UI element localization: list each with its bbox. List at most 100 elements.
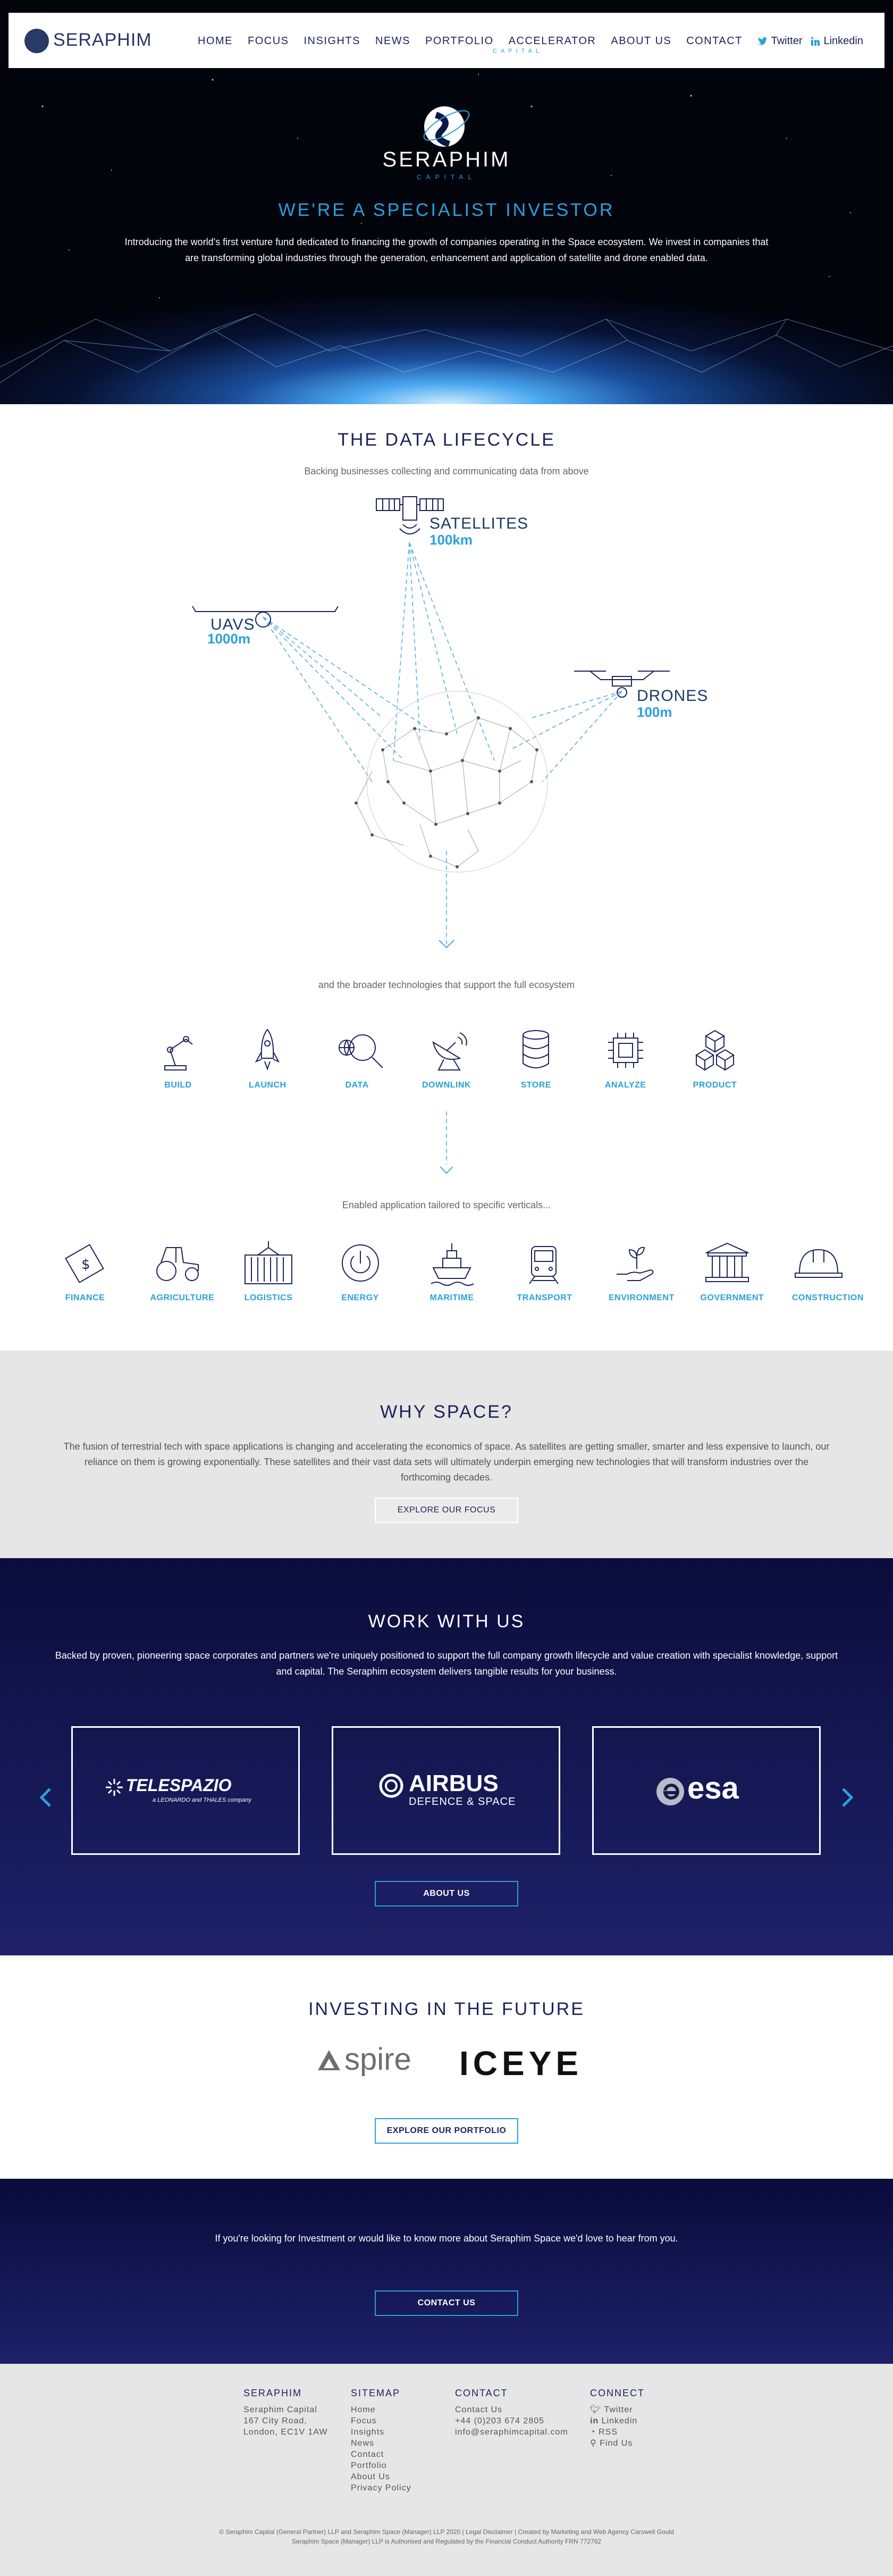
nav-focus[interactable]: FOCUS [248,35,289,47]
footer-address-line: London, EC1V 1AW [243,2428,328,2437]
footer-contact-title: CONTACT [455,2388,508,2398]
header-logo[interactable]: SERAPHIM CAPITAL [24,28,539,54]
vertical-label: MARITIME [429,1293,474,1302]
footer-linkedin-label: Linkedin [601,2416,638,2426]
invest-title: INVESTING IN THE FUTURE [308,1999,585,2019]
uavs-altitude: 1000m [207,631,250,647]
tractor-icon [156,1247,199,1281]
footer-email[interactable]: info@seraphimcapital.com [455,2428,568,2437]
airbus-logo-text: AIRBUS [409,1770,499,1796]
lifecycle-subtitle: Backing businesses collecting and commun… [304,466,589,476]
nav-contact[interactable]: CONTACT [686,35,743,47]
regulation-text: Seraphim Space (Manager) LLP is Authoris… [291,2538,602,2545]
star-network-background [0,74,893,383]
tech-launch: LAUNCH [241,1026,294,1090]
partner-card-esa[interactable]: esa [592,1726,821,1855]
banknote-icon: $ [65,1244,104,1283]
footer-sitemap-column: SITEMAP Home Focus Insights News Contact… [351,2388,411,2494]
footer-contact-us-link[interactable]: Contact Us [455,2405,503,2414]
carousel-next-icon[interactable] [840,1787,856,1808]
vertical-logistics: LOGISTICS [242,1239,295,1303]
site-footer [0,2364,893,2576]
copyright-text: © Seraphim Capital (General Partner) LLP… [219,2528,674,2536]
vertical-label: TRANSPORT [517,1293,572,1302]
tech-build: BUILD [151,1026,205,1090]
hero-brand-name: SERAPHIM [382,148,511,171]
work-with-us-section: WORK WITH US Backed by proven, pioneerin… [0,1558,893,1955]
vertical-label: ENVIRONMENT [609,1293,675,1302]
drones-label: DRONES [637,687,709,705]
footer-link-privacy[interactable]: Privacy Policy [351,2483,411,2493]
vertical-transport: TRANSPORT [517,1239,572,1303]
footer-link-portfolio[interactable]: Portfolio [351,2461,387,2470]
footer-link-contact[interactable]: Contact [351,2450,384,2459]
telespazio-logo-text: TELESPAZIO [126,1776,232,1795]
globe-network-icon [355,691,548,873]
work-text: Backed by proven, pioneering space corpo… [55,1650,838,1677]
partner-card-telespazio[interactable]: TELESPAZIO a LEONARDO and THALES company [71,1726,300,1855]
explore-portfolio-button[interactable]: EXPLORE OUR PORTFOLIO [375,2118,518,2144]
container-icon [245,1241,292,1284]
partner-card-airbus[interactable]: AIRBUS DEFENCE & SPACE [332,1726,560,1855]
tech-label: PRODUCT [693,1081,737,1090]
svg-text:$: $ [81,1257,90,1273]
why-text: The fusion of terrestrial tech with spac… [63,1441,830,1483]
twitter-icon: 🐦︎ [590,2405,604,2414]
robot-arm-icon [164,1036,193,1070]
iceye-logo-text[interactable]: ICEYE [459,2044,583,2082]
vertical-label: LOGISTICS [244,1293,293,1302]
footer-link-home[interactable]: Home [351,2405,376,2414]
hero-title: WE'RE A SPECIALIST INVESTOR [278,200,615,220]
tech-data: DATA [331,1026,384,1090]
nav-news[interactable]: NEWS [375,35,410,47]
footer-link-insights[interactable]: Insights [351,2428,385,2437]
twitter-label: Twitter [771,35,803,47]
magnifier-globe-icon [338,1034,383,1068]
footer-phone[interactable]: +44 (0)203 674 2805 [455,2416,545,2426]
logo-wordmark: SERAPHIM [53,30,152,50]
esa-emblem-icon [656,1778,684,1805]
footer-legal: © Seraphim Capital (General Partner) LLP… [0,2527,893,2546]
footer-rss-link[interactable]: ◔ RSS [590,2427,645,2438]
tech-downlink: DOWNLINK [420,1026,473,1090]
footer-link-focus[interactable]: Focus [351,2416,377,2426]
satellite-dish-icon [432,1032,467,1070]
nav-accelerator[interactable]: ACCELERATOR [508,35,596,47]
linkedin-link[interactable]: Linkedin [811,35,863,47]
carousel-prev-icon[interactable] [37,1787,53,1808]
linkedin-icon [811,37,820,46]
twitter-link[interactable]: Twitter [757,35,803,47]
about-us-button[interactable]: ABOUT US [375,1881,518,1906]
nav-home[interactable]: HOME [198,35,233,47]
footer-findus-link[interactable]: ⚲ Find Us [590,2438,645,2449]
nav-about-us[interactable]: ABOUT US [611,35,672,47]
vertical-energy: ENERGY [334,1239,387,1303]
vertical-agriculture: AGRICULTURE [150,1239,214,1303]
vertical-finance: $ FINANCE [58,1239,112,1303]
lifecycle-title: THE DATA LIFECYCLE [338,430,555,450]
uavs-label: UAVS [210,616,255,633]
nav-insights[interactable]: INSIGHTS [304,35,360,47]
chevron-down-icon [440,1166,453,1174]
footer-link-news[interactable]: News [351,2439,375,2448]
footer-contact-column: CONTACT Contact Us +44 (0)203 674 2805 i… [455,2388,568,2438]
footer-twitter-link[interactable]: 🐦︎ Twitter [590,2404,645,2415]
telespazio-logo-sub: a LEONARDO and THALES company [153,1797,251,1803]
why-space-section: WHY SPACE? The fusion of terrestrial tec… [0,1351,893,1558]
satellites-label: SATELLITES [429,515,529,532]
linkedin-label: Linkedin [823,35,863,47]
satellite-icon [376,496,444,534]
footer-address-line: Seraphim Capital [243,2405,317,2414]
contact-us-button[interactable]: CONTACT US [375,2290,518,2316]
spire-logo[interactable]: spire [317,2042,428,2080]
investing-section: INVESTING IN THE FUTURE spire ICEYE EXPL… [0,1955,893,2179]
explore-focus-button[interactable]: EXPLORE OUR FOCUS [375,1498,518,1523]
vertical-construction: CONSTRUCTION [792,1239,863,1303]
nav-portfolio[interactable]: PORTFOLIO [425,35,494,47]
footer-address-line: 167 City Road, [243,2416,307,2426]
footer-link-about-us[interactable]: About Us [351,2472,390,2481]
contact-cta-text: If you're looking for Investment or woul… [215,2233,678,2244]
tech-label: BUILD [164,1081,192,1090]
footer-linkedin-link[interactable]: in Linkedin [590,2415,645,2427]
footer-seraphim-title: SERAPHIM [243,2388,302,2398]
